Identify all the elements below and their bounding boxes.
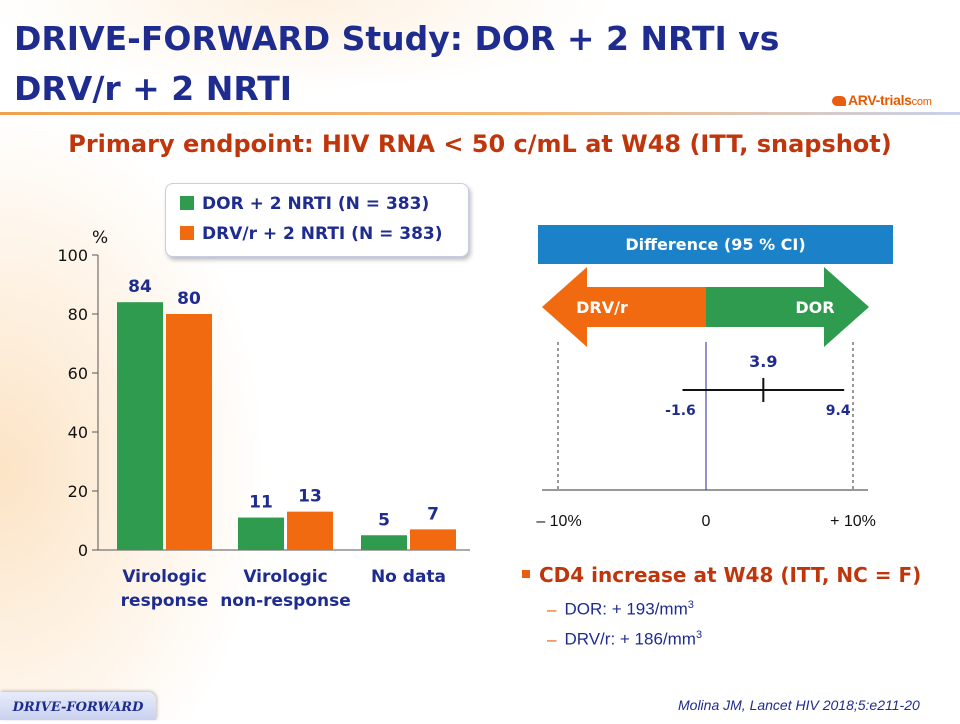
ci-lower-label: -1.6 [665,403,696,419]
bar-value-label: 11 [249,493,273,513]
bar-chart-legend: DOR + 2 NRTI (N = 383) DRV/r + 2 NRTI (N… [165,183,469,257]
bar [238,517,284,550]
footer-study-tab: DRIVE-FORWARD [0,692,156,720]
logo-prefix: ARV-trials [848,92,912,108]
cd4-heading-text: CD4 increase at W48 (ITT, NC = F) [539,563,922,587]
bar-value-label: 80 [177,289,201,309]
legend-swatch-dor [180,196,194,210]
bar [410,529,456,550]
bar-value-label: 13 [298,487,322,507]
legend-label-drv: DRV/r + 2 NRTI (N = 383) [202,224,443,244]
bar-value-label: 5 [378,510,390,530]
bar-value-label: 84 [128,277,152,297]
slide-title: DRIVE-FORWARD Study: DOR + 2 NRTI vs DRV… [14,19,780,108]
bar [361,535,407,550]
ci-header: Difference (95 % CI) [538,225,893,264]
y-tick-label: 60 [68,364,88,383]
x-category-label: Virologic [122,567,206,587]
logo-icon [832,96,846,106]
cd4-item-drv-text: DRV/r: + 186/mm [564,629,696,649]
dash-icon: – [547,629,557,649]
cd4-item-dor: – DOR: + 193/mm3 [547,599,694,620]
x-category-label: response [121,591,209,611]
y-tick-label: 40 [68,423,88,442]
arrow-right-dor [706,267,869,347]
ci-upper-label: 9.4 [826,403,851,419]
legend-swatch-drv [180,226,194,240]
legend-item-dor: DOR + 2 NRTI (N = 383) [180,194,429,214]
bullet-square-icon [522,570,530,578]
x-category-label: No data [371,567,446,587]
legend-label-dor: DOR + 2 NRTI (N = 383) [202,194,430,214]
cd4-item-dor-sup: 3 [687,599,694,611]
legend-item-drv: DRV/r + 2 NRTI (N = 383) [180,224,443,244]
y-tick-label: 0 [78,541,88,560]
y-tick-label: 80 [68,305,88,324]
arrow-left-label: DRV/r [576,298,628,317]
forest-x-tick-label: 0 [702,513,711,530]
y-tick-label: 100 [57,246,88,265]
forest-x-tick-label: + 10% [830,513,876,530]
cd4-item-drv: – DRV/r: + 186/mm3 [547,629,702,650]
point-estimate-label: 3.9 [749,352,777,371]
cd4-item-dor-text: DOR: + 193/mm [564,599,688,619]
bar [287,511,333,550]
citation: Molina JM, Lancet HIV 2018;5:e211-20 [678,697,920,713]
dash-icon: – [547,599,557,619]
x-category-label: Virologic [243,567,327,587]
bar [117,302,163,550]
x-category-label: non-response [220,591,351,611]
primary-endpoint-subtitle: Primary endpoint: HIV RNA < 50 c/mL at W… [68,130,892,158]
bar [166,314,212,550]
cd4-heading: CD4 increase at W48 (ITT, NC = F) [522,563,921,587]
cd4-item-drv-sup: 3 [695,629,703,641]
arv-trials-logo: ARV-trialscom [832,92,932,108]
arrow-right-label: DOR [795,298,834,317]
forest-x-tick-label: – 10% [536,513,581,530]
logo-suffix: com [911,96,932,108]
arrow-left-drv [542,267,706,347]
title-divider [0,112,960,115]
bar-value-label: 7 [427,504,439,524]
y-axis-label: % [92,228,108,248]
y-tick-label: 20 [68,482,88,501]
